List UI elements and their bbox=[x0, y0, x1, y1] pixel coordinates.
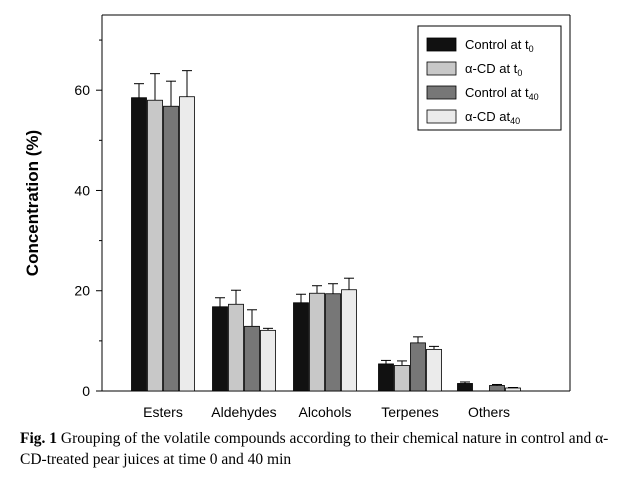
bar-others-series-3 bbox=[489, 385, 505, 392]
y-tick-label: 40 bbox=[74, 182, 90, 198]
legend-label-3: Control at t40 bbox=[465, 85, 539, 102]
legend-label-2: α-CD at t0 bbox=[465, 61, 522, 78]
legend-label-1: Control at t0 bbox=[465, 37, 534, 54]
bar-aldehydes-series-2 bbox=[228, 303, 244, 392]
x-tick-label: Others bbox=[468, 404, 510, 420]
bar-alcohols-series-1 bbox=[293, 302, 309, 392]
bar-aldehydes-series-1 bbox=[212, 306, 228, 392]
figure-caption: Fig. 1 Grouping of the volatile compound… bbox=[20, 428, 630, 470]
bar-terpenes-series-3 bbox=[410, 342, 426, 392]
bar-alcohols-series-2 bbox=[309, 292, 325, 392]
bar-esters-series-1 bbox=[131, 97, 147, 392]
bar-aldehydes-series-3 bbox=[244, 325, 260, 392]
legend-swatch-4 bbox=[426, 109, 457, 124]
x-tick-label: Aldehydes bbox=[211, 404, 276, 420]
bar-esters-series-4 bbox=[179, 96, 195, 392]
bar-esters-series-2 bbox=[147, 99, 163, 392]
y-tick-label: 60 bbox=[74, 82, 90, 98]
caption-text: Grouping of the volatile compounds accor… bbox=[20, 430, 609, 468]
bar-esters-series-3 bbox=[163, 105, 179, 392]
bar-chart: 0 20 40 60 Esters Aldehydes Alcohols Terpenes Ot… bbox=[23, 14, 571, 420]
bar-alcohols-series-3 bbox=[325, 293, 341, 392]
bar-terpenes-series-1 bbox=[378, 363, 394, 392]
x-tick-label: Terpenes bbox=[381, 404, 439, 420]
bar-alcohols-series-4 bbox=[341, 289, 357, 392]
y-tick-label: 0 bbox=[82, 383, 90, 399]
legend-swatch-3 bbox=[426, 85, 457, 100]
bar-terpenes-series-4 bbox=[426, 348, 442, 392]
legend-label-4: α-CD at40 bbox=[465, 109, 520, 126]
bar-others-series-1 bbox=[457, 383, 473, 392]
plot-area: 0 20 40 60 Esters Aldehydes Alcohols Terpenes Ot… bbox=[74, 14, 571, 420]
x-tick-label: Alcohols bbox=[299, 404, 352, 420]
bar-terpenes-series-2 bbox=[394, 365, 410, 392]
y-tick-label: 20 bbox=[74, 283, 90, 299]
y-axis-label: Concentration (%) bbox=[23, 130, 42, 276]
legend: Control at t0 α-CD at t0 Control at t40 α-C… bbox=[417, 25, 562, 131]
bar-others-series-4 bbox=[505, 387, 521, 392]
legend-swatch-2 bbox=[426, 61, 457, 76]
x-tick-label: Esters bbox=[143, 404, 183, 420]
figure-label: Fig. 1 bbox=[20, 430, 58, 447]
bar-aldehydes-series-4 bbox=[260, 329, 276, 392]
legend-swatch-1 bbox=[426, 37, 457, 52]
